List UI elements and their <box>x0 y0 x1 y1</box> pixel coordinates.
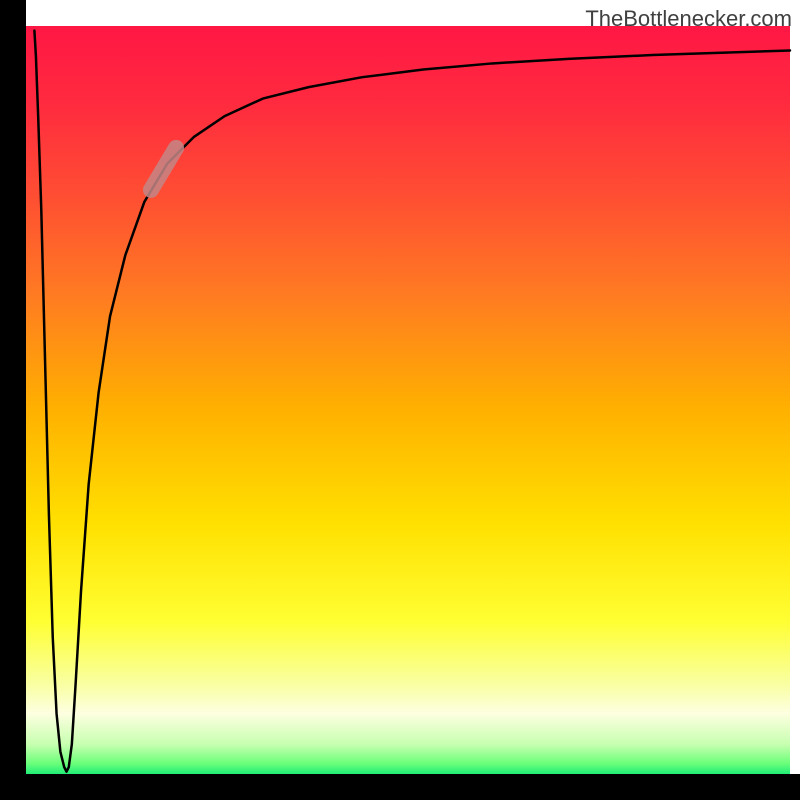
figure-stage: TheBottlenecker.com <box>0 0 800 800</box>
frame-left <box>0 0 26 800</box>
watermark-text: TheBottlenecker.com <box>585 6 792 32</box>
plot-background <box>26 26 790 790</box>
chart-svg <box>0 0 800 800</box>
frame-bottom <box>0 774 800 800</box>
